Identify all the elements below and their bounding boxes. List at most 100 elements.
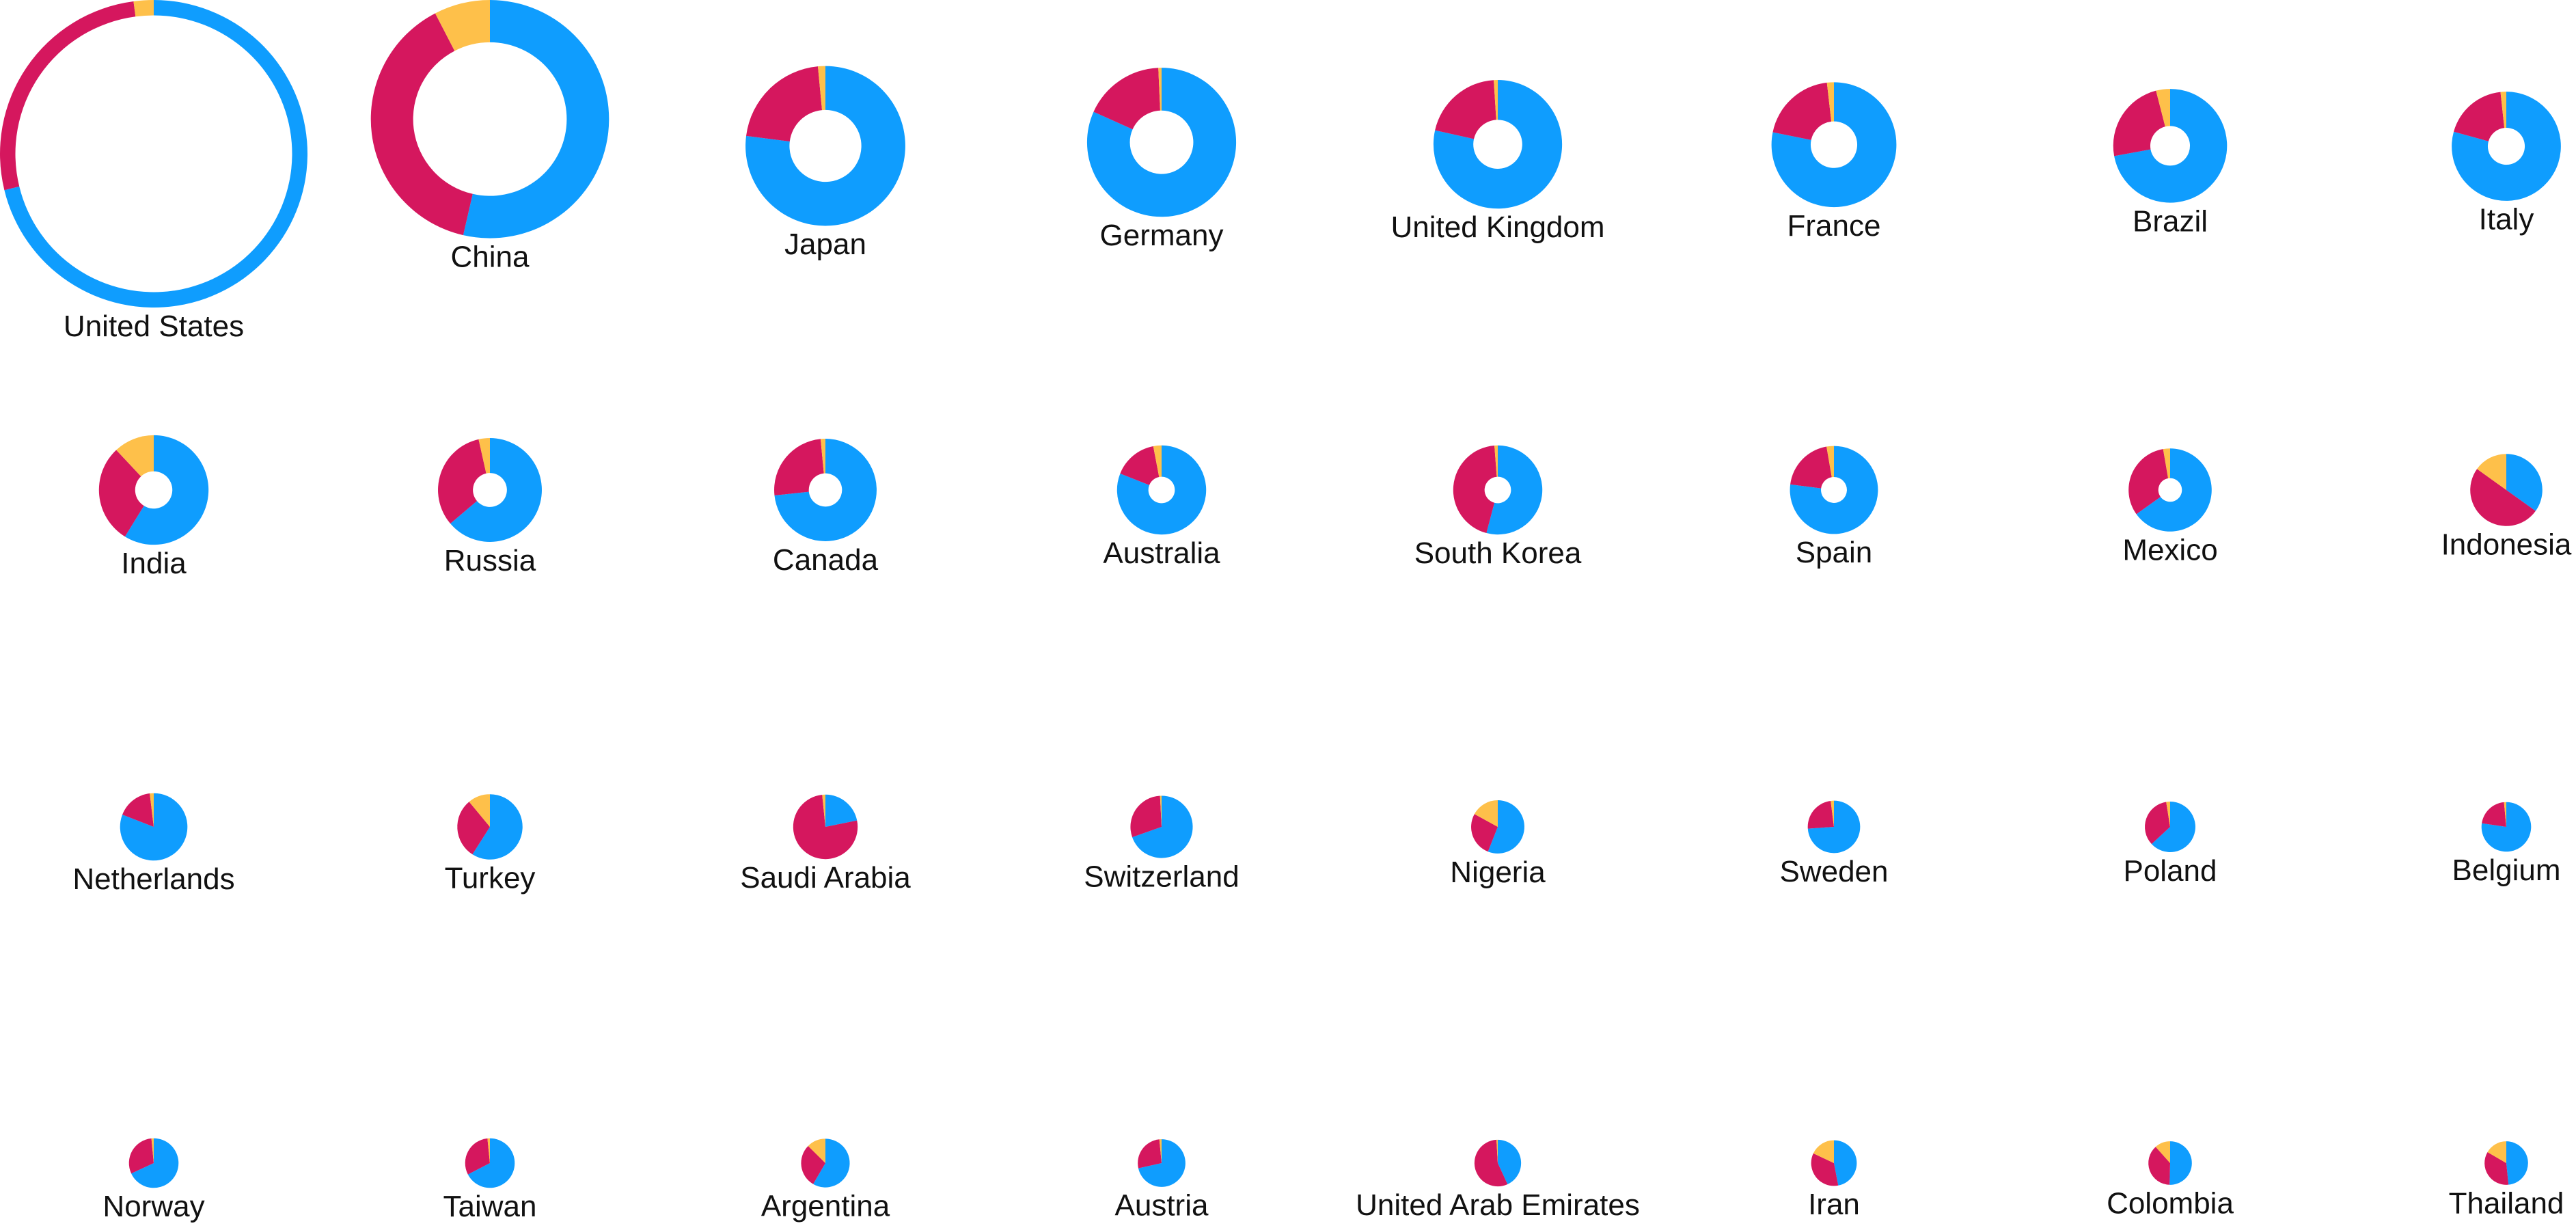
label-norway: Norway bbox=[102, 1190, 204, 1223]
slice-russia-2 bbox=[438, 439, 487, 524]
slice-united-arab-emirates-1 bbox=[1498, 1139, 1522, 1184]
slice-france-3 bbox=[1826, 82, 1834, 122]
label-china: China bbox=[451, 240, 530, 273]
label-italy: Italy bbox=[2479, 203, 2534, 236]
slice-south-korea-2 bbox=[1453, 445, 1497, 534]
label-poland: Poland bbox=[2123, 854, 2217, 888]
slice-colombia-3 bbox=[2155, 1141, 2170, 1163]
donut-united-kingdom: United Kingdom bbox=[1390, 80, 1605, 244]
label-united-states: United States bbox=[64, 310, 244, 343]
slice-united-kingdom-2 bbox=[1435, 80, 1496, 139]
donut-australia: Australia bbox=[1103, 445, 1220, 570]
label-iran: Iran bbox=[1808, 1188, 1860, 1221]
donut-saudi-arabia: Saudi Arabia bbox=[740, 794, 911, 895]
slice-thailand-1 bbox=[2506, 1141, 2528, 1185]
slice-india-3 bbox=[116, 435, 154, 477]
donut-netherlands: Netherlands bbox=[72, 793, 235, 896]
slice-poland-1 bbox=[2151, 802, 2195, 852]
slice-south-korea-1 bbox=[1486, 445, 1543, 535]
slice-russia-1 bbox=[450, 438, 542, 542]
slice-spain-2 bbox=[1790, 446, 1832, 489]
label-united-kingdom: United Kingdom bbox=[1390, 210, 1604, 244]
slice-switzerland-3 bbox=[1160, 795, 1162, 827]
donut-austria: Austria bbox=[1115, 1139, 1209, 1223]
donut-colombia: Colombia bbox=[2107, 1141, 2234, 1220]
slice-united-states-2 bbox=[0, 1, 136, 191]
slice-iran-3 bbox=[1813, 1140, 1834, 1163]
slice-thailand-3 bbox=[2487, 1141, 2506, 1163]
slice-nigeria-2 bbox=[1471, 814, 1498, 852]
donut-thailand: Thailand bbox=[2449, 1141, 2564, 1220]
slice-china-1 bbox=[463, 0, 609, 238]
slice-belgium-3 bbox=[2504, 802, 2506, 827]
slice-united-kingdom-1 bbox=[1433, 80, 1563, 209]
donut-argentina: Argentina bbox=[761, 1138, 890, 1223]
slice-turkey-1 bbox=[472, 794, 523, 860]
slice-turkey-3 bbox=[469, 794, 490, 827]
label-thailand: Thailand bbox=[2449, 1187, 2564, 1220]
label-india: India bbox=[121, 547, 187, 580]
label-mexico: Mexico bbox=[2122, 534, 2217, 567]
label-netherlands: Netherlands bbox=[72, 862, 234, 896]
label-argentina: Argentina bbox=[761, 1189, 890, 1223]
slice-taiwan-2 bbox=[465, 1138, 490, 1175]
label-nigeria: Nigeria bbox=[1450, 856, 1546, 889]
slice-switzerland-2 bbox=[1130, 795, 1162, 838]
donut-russia: Russia bbox=[438, 438, 542, 577]
slice-iran-2 bbox=[1811, 1153, 1839, 1186]
donut-germany: Germany bbox=[1086, 68, 1237, 252]
slice-saudi-arabia-1 bbox=[825, 794, 858, 827]
donut-indonesia: Indonesia bbox=[2441, 454, 2572, 562]
donut-norway: Norway bbox=[102, 1138, 205, 1223]
slice-argentina-3 bbox=[808, 1138, 825, 1163]
slice-taiwan-1 bbox=[467, 1138, 515, 1188]
slice-south-korea-3 bbox=[1494, 445, 1498, 477]
slice-austria-1 bbox=[1138, 1139, 1186, 1187]
donut-south-korea: South Korea bbox=[1414, 445, 1582, 570]
slice-norway-3 bbox=[151, 1138, 154, 1163]
slice-nigeria-3 bbox=[1474, 800, 1498, 827]
slice-indonesia-1 bbox=[2506, 454, 2543, 511]
slice-mexico-3 bbox=[2163, 448, 2170, 478]
slice-italy-1 bbox=[2452, 92, 2561, 201]
slice-india-1 bbox=[124, 435, 209, 545]
label-germany: Germany bbox=[1100, 219, 1224, 252]
donut-india: India bbox=[98, 435, 209, 580]
slice-russia-3 bbox=[478, 438, 490, 474]
slice-canada-3 bbox=[820, 439, 825, 474]
slice-netherlands-3 bbox=[150, 793, 154, 827]
slice-poland-2 bbox=[2145, 802, 2170, 845]
slice-india-2 bbox=[98, 450, 144, 537]
label-japan: Japan bbox=[784, 228, 866, 261]
label-sweden: Sweden bbox=[1779, 855, 1888, 888]
slice-poland-3 bbox=[2166, 802, 2170, 827]
slice-argentina-1 bbox=[813, 1138, 850, 1188]
slice-turkey-2 bbox=[457, 802, 490, 855]
donut-turkey: Turkey bbox=[445, 794, 535, 895]
slice-mexico-2 bbox=[2128, 449, 2169, 515]
slice-australia-3 bbox=[1153, 445, 1162, 478]
slice-switzerland-1 bbox=[1132, 795, 1193, 858]
slice-brazil-2 bbox=[2113, 90, 2165, 156]
slice-australia-2 bbox=[1120, 446, 1160, 485]
slice-canada-2 bbox=[774, 439, 824, 495]
slice-sweden-3 bbox=[1831, 800, 1834, 827]
label-spain: Spain bbox=[1796, 536, 1873, 569]
label-switzerland: Switzerland bbox=[1084, 860, 1239, 893]
label-australia: Australia bbox=[1103, 536, 1220, 570]
donut-belgium: Belgium bbox=[2452, 802, 2561, 887]
slice-france-2 bbox=[1772, 82, 1832, 140]
donut-france: France bbox=[1771, 82, 1897, 243]
label-belgium: Belgium bbox=[2452, 854, 2561, 887]
donut-brazil: Brazil bbox=[2113, 89, 2228, 238]
label-colombia: Colombia bbox=[2107, 1187, 2234, 1220]
donut-sweden: Sweden bbox=[1779, 800, 1889, 888]
slice-mexico-1 bbox=[2136, 448, 2212, 532]
slice-japan-2 bbox=[746, 66, 823, 141]
slice-france-1 bbox=[1771, 82, 1897, 208]
donut-poland: Poland bbox=[2123, 802, 2217, 888]
label-taiwan: Taiwan bbox=[443, 1190, 537, 1223]
slice-austria-3 bbox=[1159, 1139, 1162, 1163]
label-indonesia: Indonesia bbox=[2441, 528, 2572, 562]
label-russia: Russia bbox=[444, 544, 536, 577]
